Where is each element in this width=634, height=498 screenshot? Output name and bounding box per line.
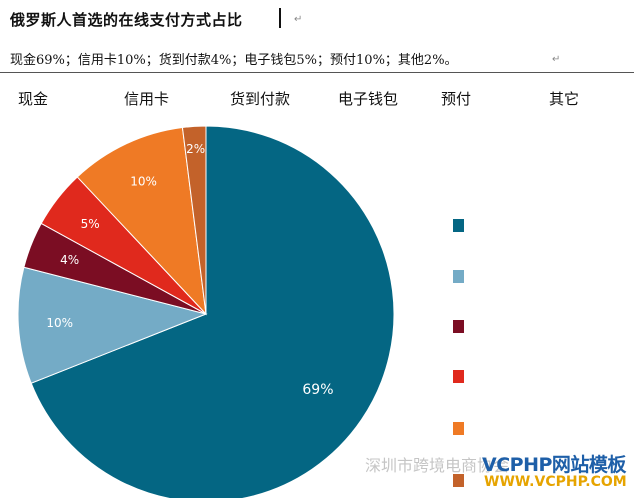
text-cursor [279, 8, 281, 28]
category-label: 其它 [549, 90, 580, 108]
slice-value-label: 69% [302, 382, 333, 398]
legend-swatch [453, 474, 464, 487]
watermark-brand: VCPHP网站模板 [482, 454, 626, 476]
slice-value-label: 10% [46, 316, 73, 330]
slice-value-label: 5% [81, 217, 100, 231]
slice-value-label: 4% [60, 253, 79, 267]
watermark-url: WWW.VCPHP.COM [484, 474, 627, 490]
legend-swatch [453, 370, 464, 383]
category-label: 信用卡 [124, 90, 170, 108]
category-label: 货到付款 [230, 90, 291, 108]
paragraph-mark: ↵ [552, 54, 561, 65]
category-label: 预付 [441, 90, 472, 108]
slice-value-label: 2% [186, 142, 205, 156]
pie-slice [76, 126, 207, 316]
document-title: 俄罗斯人首选的在线支付方式占比 [10, 11, 243, 29]
document-summary: 现金69%；信用卡10%；货到付款4%；电子钱包5%；预付10%；其他2%。 [10, 53, 458, 68]
slice-value-label: 10% [130, 174, 157, 188]
legend-swatch [453, 422, 464, 435]
legend-swatch [453, 320, 464, 333]
category-label: 现金 [18, 90, 49, 108]
pie-slice [30, 125, 395, 498]
legend-swatch [453, 219, 464, 232]
pie-slice [181, 125, 207, 315]
watermark-overlay-text: 深圳市跨境电商协会 [365, 456, 510, 475]
pie-slice [17, 266, 208, 384]
legend-swatch [453, 270, 464, 283]
category-label: 电子钱包 [338, 90, 399, 108]
divider-line [0, 72, 634, 73]
paragraph-mark: ↵ [294, 14, 303, 25]
